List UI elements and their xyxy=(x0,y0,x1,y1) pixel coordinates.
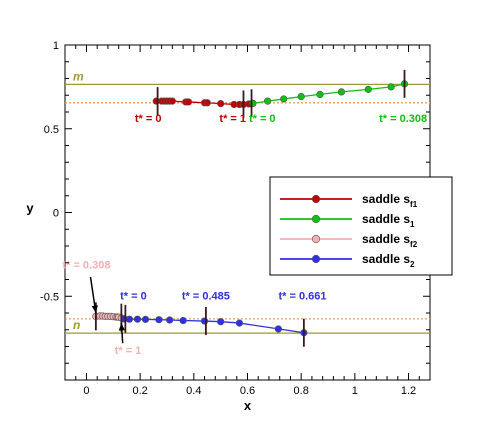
legend-entry-name: saddle s xyxy=(362,192,410,206)
x-tick-label: 1 xyxy=(352,385,358,397)
series-line xyxy=(252,83,405,104)
data-point xyxy=(155,316,163,324)
legend-entry-name: saddle s xyxy=(362,212,410,226)
axes: 0 0.2 0.4 0.6 0.8 1 1.2 -0.5 0 0.5 1 x y xyxy=(26,40,430,413)
x-axis-title: x xyxy=(244,398,252,413)
data-point xyxy=(280,95,288,103)
annotation-label: t* = 0 xyxy=(120,291,147,303)
legend-entry-name: saddle s xyxy=(362,232,410,246)
y-tick-label: 0 xyxy=(53,208,59,220)
x-tick-label: 1.2 xyxy=(401,385,416,397)
legend-entry-label: saddle s2 xyxy=(362,252,415,269)
legend-swatch-marker xyxy=(311,234,321,244)
annotation-label: t* = 0.308 xyxy=(62,260,110,272)
data-point xyxy=(200,317,209,325)
annotation-label: t* = 1 xyxy=(219,113,246,125)
legend-entry-label: saddle sf1 xyxy=(362,192,418,209)
data-point xyxy=(337,88,346,96)
data-point xyxy=(264,97,272,105)
data-point xyxy=(274,325,282,333)
legend-swatch-marker xyxy=(311,254,321,264)
legend-swatch-marker xyxy=(311,194,321,204)
data-point xyxy=(168,97,176,105)
legend-swatch-marker xyxy=(311,214,321,224)
reference-line-label: m xyxy=(73,69,84,83)
data-point xyxy=(125,315,134,323)
legend-entry-subscript: f2 xyxy=(410,240,418,249)
data-point xyxy=(387,83,395,91)
annotation-label: t* = 1 xyxy=(115,345,142,357)
x-tick-label: 0.8 xyxy=(294,385,309,397)
legend-entry-name: saddle s xyxy=(362,252,410,266)
data-point xyxy=(249,99,257,107)
annotation-label: t* = 0 xyxy=(135,113,162,125)
data-point xyxy=(184,98,193,106)
annotation-label: t* = 0.661 xyxy=(279,291,327,303)
legend-entry-label: saddle sf2 xyxy=(362,232,418,249)
legend-entry-subscript: 2 xyxy=(410,260,415,269)
legend-entry-label: saddle s1 xyxy=(362,212,415,229)
x-tick-label: 0.4 xyxy=(186,385,201,397)
data-point xyxy=(203,99,211,107)
data-point xyxy=(217,100,225,108)
arrow-head xyxy=(118,323,125,331)
arrow-head xyxy=(91,305,98,313)
data-point xyxy=(235,319,244,327)
data-point xyxy=(166,316,174,324)
reference-line-label: n xyxy=(73,318,80,332)
x-tick-label: 0.2 xyxy=(132,385,147,397)
annotation-label: t* = 0 xyxy=(249,113,276,125)
x-tick-label: 0.6 xyxy=(240,385,255,397)
annotation-arrows xyxy=(89,276,125,344)
y-axis-title: y xyxy=(26,201,34,216)
data-point xyxy=(141,315,150,323)
x-tick-label: 0 xyxy=(83,385,89,397)
data-point xyxy=(316,90,324,99)
data-point xyxy=(364,85,372,93)
legend-box xyxy=(269,176,453,276)
data-point xyxy=(217,318,225,326)
legend-entry-subscript: f1 xyxy=(410,200,418,209)
annotation-label: t* = 0.308 xyxy=(379,113,427,125)
annotation-label: t* = 0.485 xyxy=(182,291,230,303)
y-tick-label: 0.5 xyxy=(44,124,59,136)
legend-entry-subscript: 1 xyxy=(410,220,415,229)
y-tick-label: -0.5 xyxy=(40,291,59,303)
y-tick-label: 1 xyxy=(53,40,59,52)
data-point xyxy=(179,316,187,325)
data-point xyxy=(297,92,305,101)
data-point xyxy=(133,315,142,323)
